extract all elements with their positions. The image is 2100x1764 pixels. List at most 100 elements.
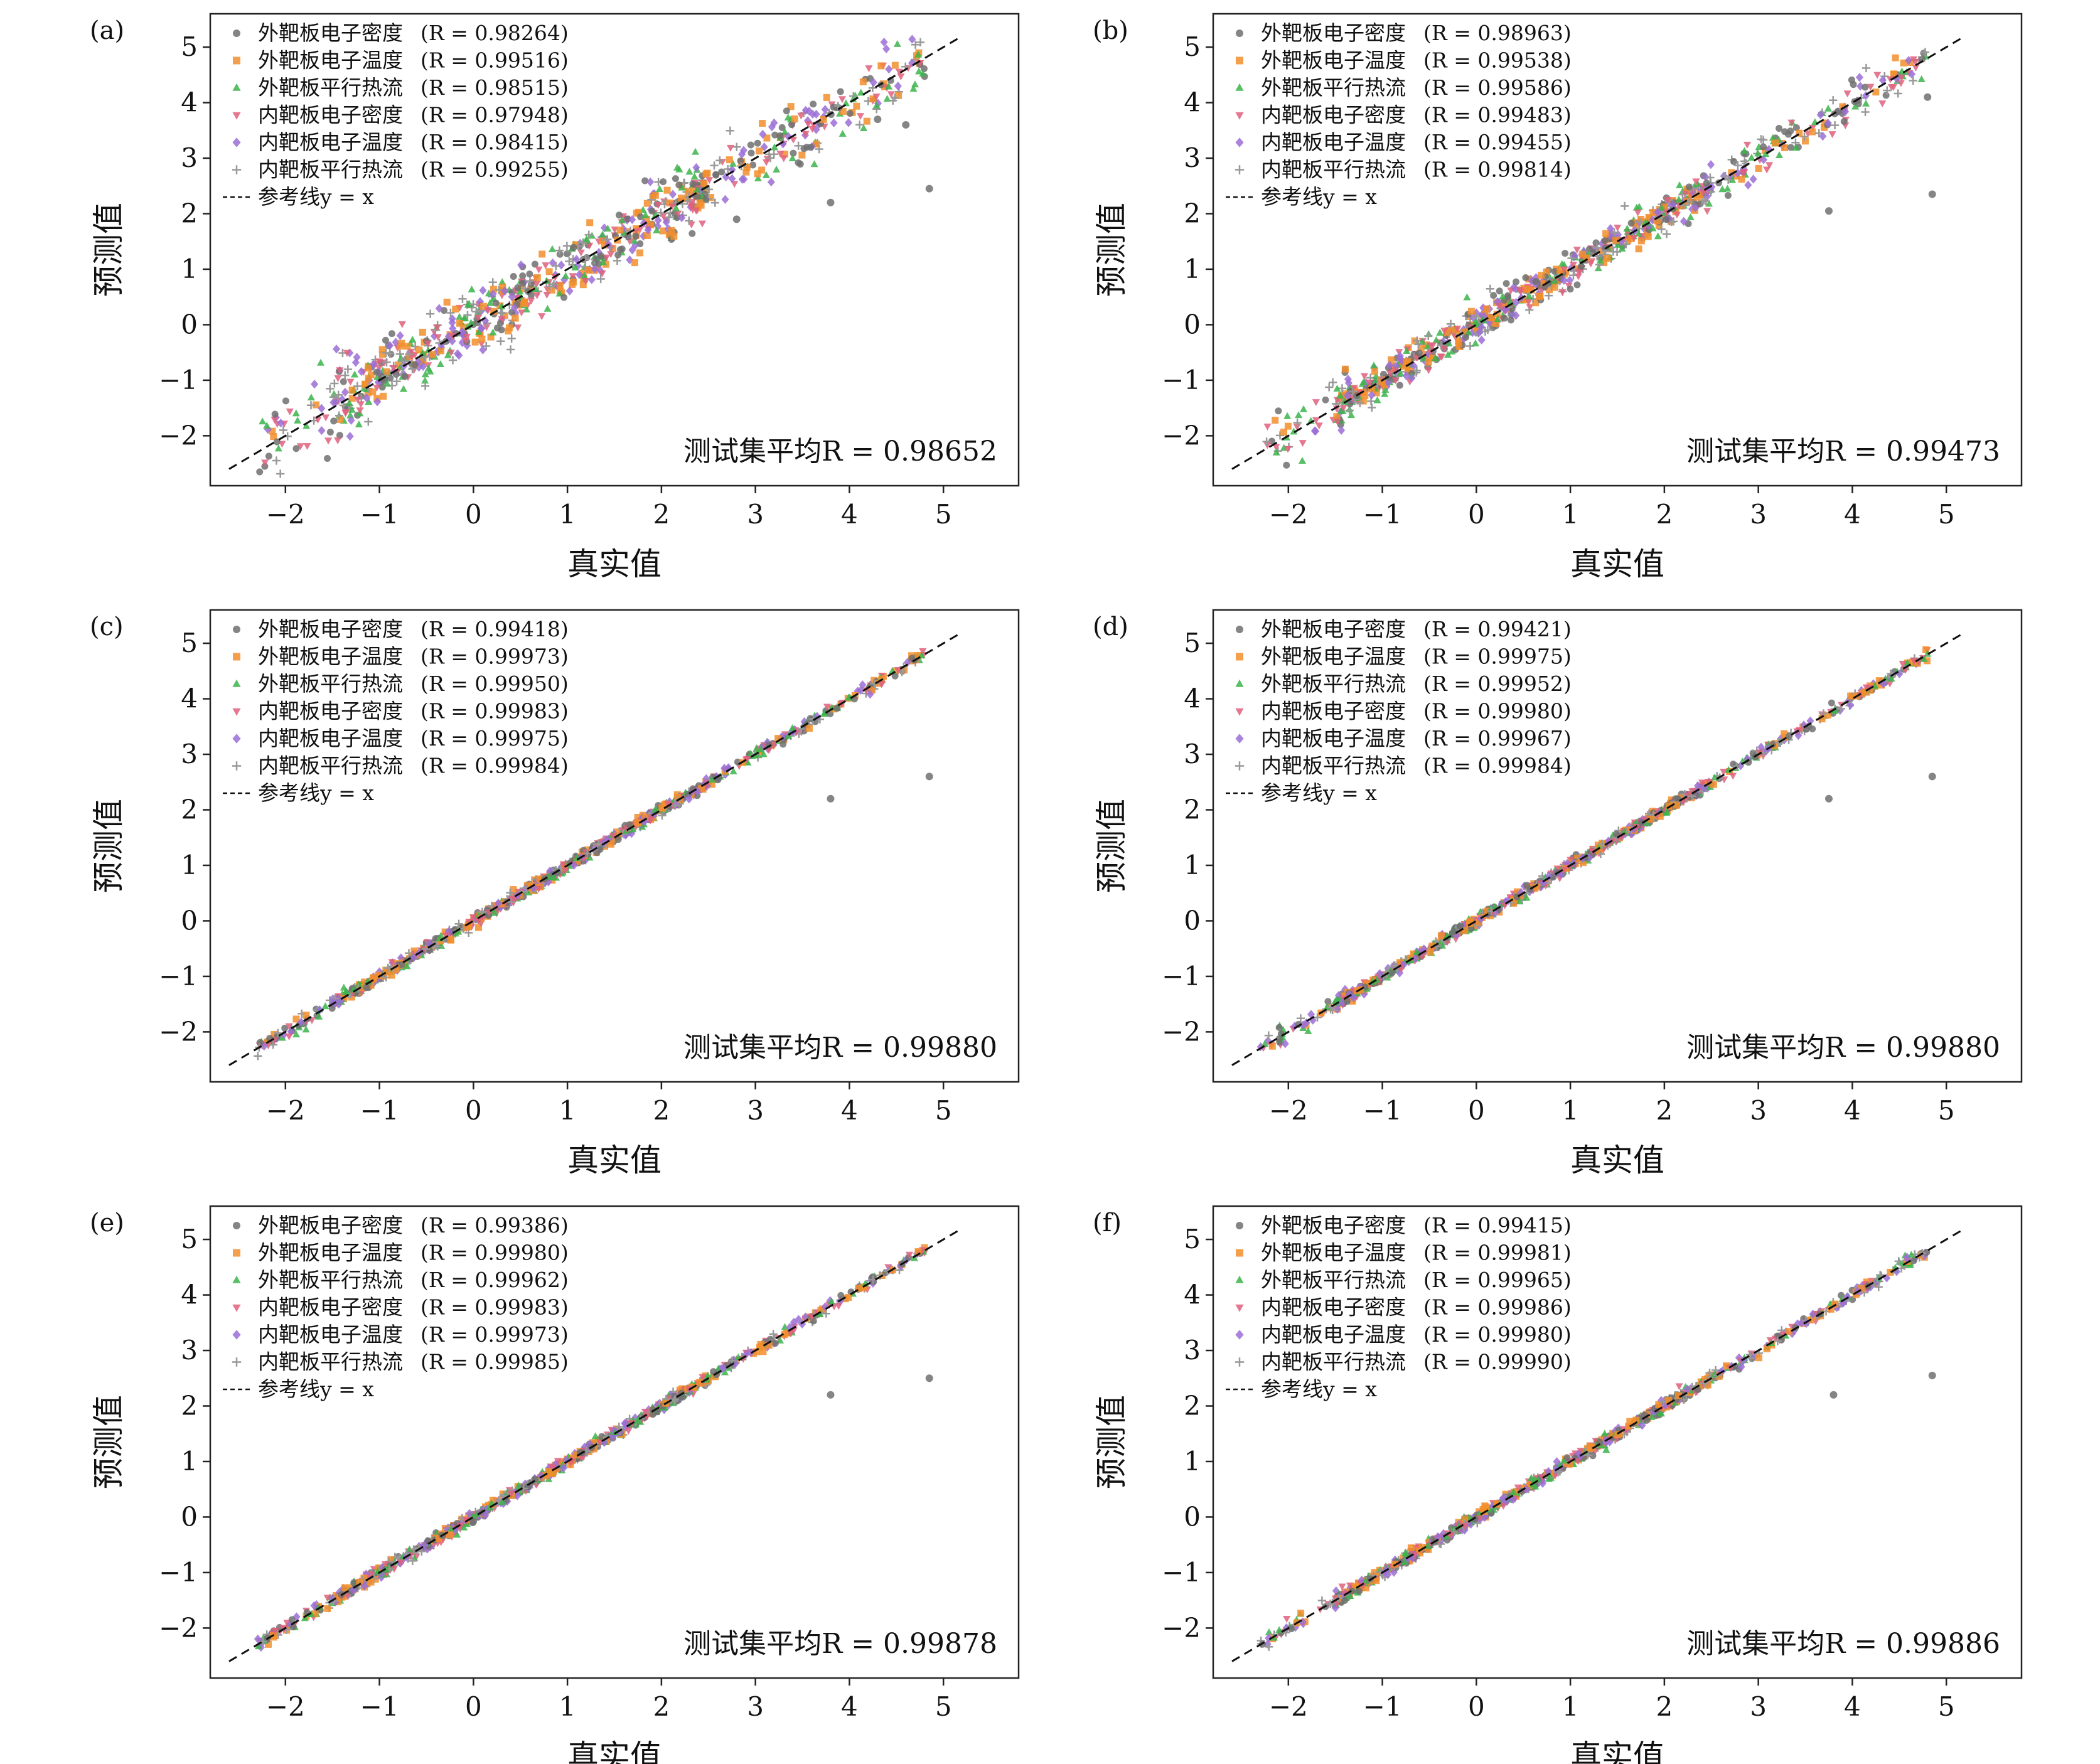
data-point	[443, 298, 451, 306]
data-point	[846, 110, 854, 117]
data-point	[1343, 998, 1351, 1005]
data-point	[1396, 968, 1404, 978]
data-point	[1824, 104, 1833, 112]
legend-series-name: 外靶板电子密度	[258, 1213, 403, 1237]
data-point	[1724, 191, 1732, 199]
data-point	[1708, 182, 1716, 191]
data-point	[1525, 292, 1533, 299]
data-point	[285, 1033, 293, 1040]
x-tick-label: 5	[935, 1095, 952, 1126]
y-tick-label: 1	[181, 254, 198, 284]
data-point	[614, 251, 622, 259]
data-point	[283, 1620, 291, 1627]
data-point	[364, 1574, 372, 1581]
data-point	[1492, 320, 1500, 328]
data-point	[1272, 444, 1280, 451]
legend-series-name: 外靶板电子温度	[1261, 644, 1406, 669]
data-point	[313, 401, 320, 409]
data-point	[1691, 203, 1700, 213]
data-point	[837, 88, 844, 95]
data-point	[641, 814, 649, 821]
legend-r-value: (R = 0.99950)	[421, 671, 569, 696]
outlier-point	[925, 184, 933, 193]
data-point	[739, 1355, 747, 1363]
data-point	[1675, 181, 1684, 189]
data-point	[739, 146, 747, 155]
outlier-point	[902, 120, 910, 129]
data-point	[1757, 742, 1765, 752]
data-point	[571, 263, 579, 270]
data-point	[868, 687, 876, 694]
data-point	[911, 40, 920, 49]
data-point	[1339, 405, 1347, 412]
data-point	[303, 1012, 310, 1019]
data-point	[628, 245, 636, 255]
data-point	[1862, 91, 1870, 100]
data-point	[891, 672, 899, 680]
data-point	[1437, 354, 1446, 361]
legend-reference-label: 参考线y = x	[258, 1377, 374, 1401]
data-point	[869, 95, 877, 103]
data-point	[537, 1471, 545, 1480]
data-point	[1344, 378, 1353, 388]
data-point	[360, 1574, 368, 1582]
data-point	[1290, 1022, 1299, 1031]
data-point	[1499, 292, 1507, 300]
data-point	[1781, 144, 1789, 151]
data-point	[1919, 55, 1926, 63]
data-point	[762, 171, 770, 178]
data-point	[409, 1545, 418, 1554]
data-point	[596, 845, 604, 853]
data-point	[469, 1518, 477, 1526]
data-point	[1411, 954, 1419, 963]
data-point	[435, 304, 443, 313]
y-tick-label: 3	[1184, 142, 1201, 173]
data-point	[1630, 235, 1638, 242]
legend-series-name: 外靶板平行热流	[258, 671, 403, 696]
data-point	[341, 371, 350, 380]
legend-marker	[1235, 734, 1244, 744]
data-point	[501, 312, 508, 319]
data-point	[273, 438, 281, 446]
data-point	[572, 1451, 580, 1458]
data-point	[552, 262, 560, 270]
data-point	[1327, 1003, 1336, 1012]
data-point	[1658, 204, 1666, 211]
data-point	[351, 370, 359, 378]
legend-r-value: (R = 0.99975)	[421, 726, 569, 751]
data-point	[335, 411, 343, 420]
data-point	[1408, 373, 1416, 383]
data-point	[1556, 267, 1564, 274]
data-point	[1466, 919, 1474, 926]
data-point	[514, 324, 522, 332]
data-point	[1579, 859, 1587, 867]
data-point	[1669, 217, 1678, 226]
data-point	[618, 216, 626, 224]
data-point	[1819, 132, 1827, 141]
data-point	[603, 835, 611, 845]
data-point	[1349, 997, 1356, 1005]
data-point	[1755, 164, 1762, 172]
data-point	[431, 331, 439, 341]
data-point	[618, 245, 626, 253]
data-point	[468, 285, 476, 292]
data-point	[1437, 932, 1445, 939]
data-point	[1293, 419, 1302, 427]
data-point	[1634, 229, 1642, 237]
y-tick-label: 5	[1184, 31, 1201, 62]
data-point	[489, 1497, 496, 1504]
data-point	[665, 231, 673, 238]
legend-r-value: (R = 0.99975)	[1423, 644, 1572, 669]
data-point	[1732, 173, 1740, 180]
data-point	[628, 215, 636, 225]
data-point	[474, 328, 483, 335]
outlier-point	[1824, 794, 1833, 803]
data-point	[1558, 289, 1567, 296]
data-point	[787, 103, 795, 110]
data-point	[710, 198, 719, 207]
data-point	[1600, 259, 1608, 267]
legend-marker	[232, 761, 242, 771]
data-point	[1551, 267, 1558, 275]
data-point	[1275, 407, 1282, 415]
data-point	[685, 168, 694, 175]
